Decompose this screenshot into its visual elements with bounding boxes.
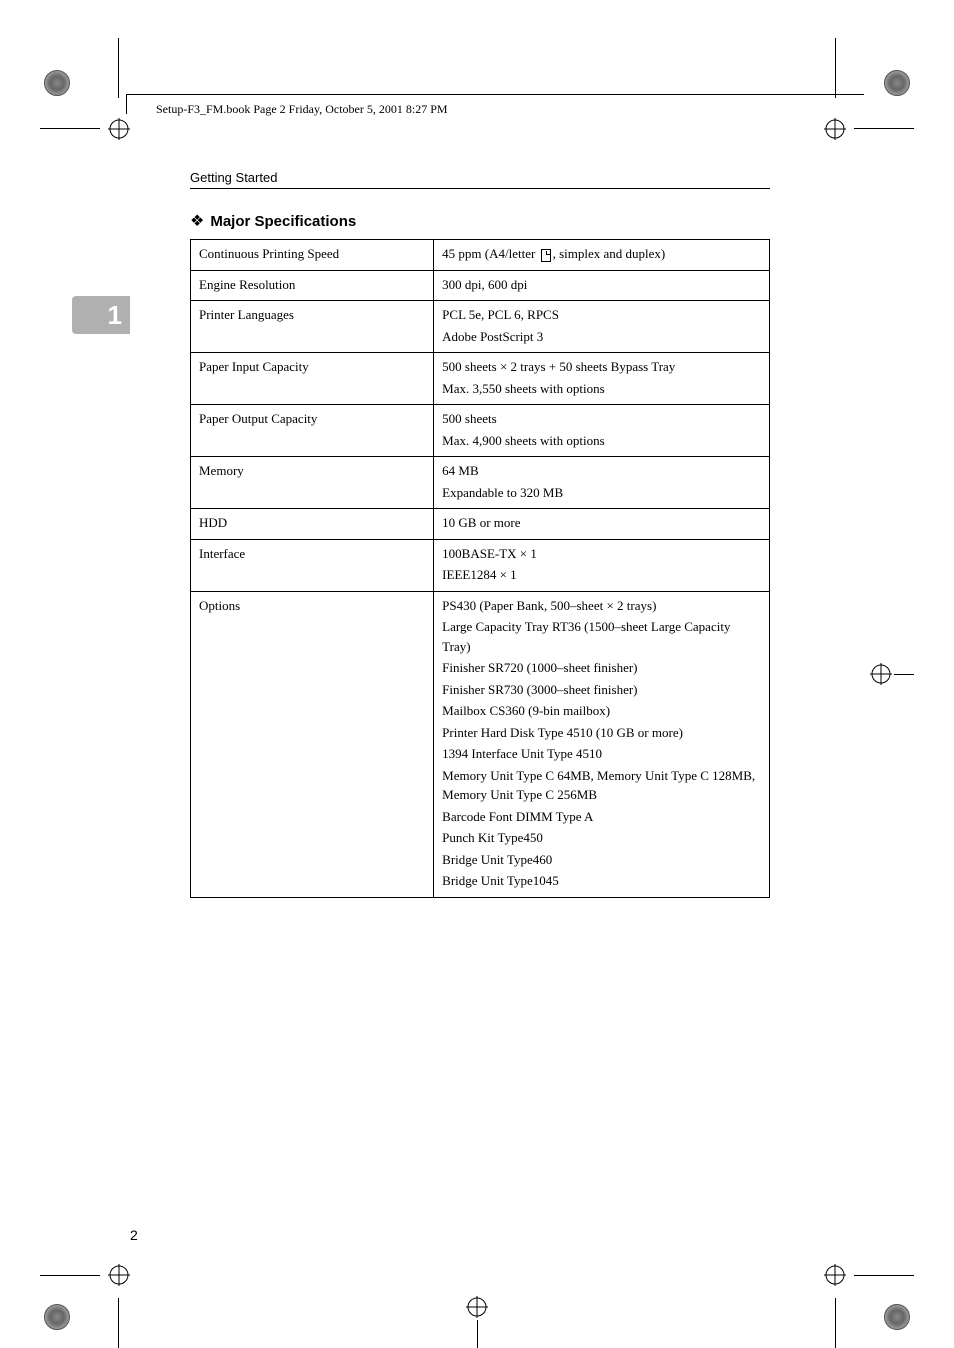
spec-value-line: Mailbox CS360 (9-bin mailbox) (442, 701, 761, 721)
spiral-mark-bl (44, 1304, 70, 1330)
spec-value-line: 300 dpi, 600 dpi (442, 275, 761, 295)
table-row: Continuous Printing Speed 45 ppm (A4/lett… (191, 240, 770, 271)
header-crop-text: Setup-F3_FM.book Page 2 Friday, October … (156, 102, 448, 117)
spec-value-line: PCL 5e, PCL 6, RPCS (442, 305, 761, 325)
crop-mark (118, 1298, 119, 1348)
spec-label: Continuous Printing Speed (191, 240, 434, 271)
crop-mark (894, 674, 914, 675)
reg-mark-bm (466, 1296, 488, 1318)
spec-value: 500 sheets × 2 trays + 50 sheets Bypass … (434, 353, 770, 405)
table-row: OptionsPS430 (Paper Bank, 500–sheet × 2 … (191, 591, 770, 897)
table-row: Memory64 MBExpandable to 320 MB (191, 457, 770, 509)
spec-value-line: PS430 (Paper Bank, 500–sheet × 2 trays) (442, 596, 761, 616)
orientation-icon (541, 249, 551, 262)
crop-mark (477, 1320, 478, 1348)
spiral-mark-tr (884, 70, 910, 96)
content-area: Getting Started ❖ Major Specifications C… (190, 170, 770, 898)
spec-value: 300 dpi, 600 dpi (434, 270, 770, 301)
spec-value-line: 1394 Interface Unit Type 4510 (442, 744, 761, 764)
spec-title: ❖ Major Specifications (190, 211, 770, 231)
spec-label: Options (191, 591, 434, 897)
spec-label: Interface (191, 539, 434, 591)
spec-label: Memory (191, 457, 434, 509)
spec-value-line: Expandable to 320 MB (442, 483, 761, 503)
spec-value-line: Memory Unit Type C 64MB, Memory Unit Typ… (442, 766, 761, 805)
spec-label: Paper Output Capacity (191, 405, 434, 457)
diamond-icon: ❖ (190, 211, 204, 231)
crop-mark (835, 38, 836, 98)
section-header: Getting Started (190, 170, 770, 189)
crop-mark (835, 1298, 836, 1348)
table-row: Paper Output Capacity500 sheetsMax. 4,90… (191, 405, 770, 457)
crop-mark (40, 1275, 100, 1276)
reg-mark-tr (824, 118, 846, 140)
spiral-mark-br (884, 1304, 910, 1330)
spec-value: 100BASE-TX × 1IEEE1284 × 1 (434, 539, 770, 591)
spec-value-line: 100BASE-TX × 1 (442, 544, 761, 564)
spec-value-line: Adobe PostScript 3 (442, 327, 761, 347)
spec-value: 64 MBExpandable to 320 MB (434, 457, 770, 509)
spec-value-line: Barcode Font DIMM Type A (442, 807, 761, 827)
header-line (146, 94, 864, 95)
spec-value: PS430 (Paper Bank, 500–sheet × 2 trays)L… (434, 591, 770, 897)
spec-value: PCL 5e, PCL 6, RPCSAdobe PostScript 3 (434, 301, 770, 353)
reg-mark-tl (108, 118, 130, 140)
spec-title-text: Major Specifications (210, 213, 356, 230)
table-row: HDD 10 GB or more (191, 509, 770, 540)
spec-value-line: 45 ppm (A4/letter , simplex and duplex) (442, 244, 761, 264)
reg-mark-br (824, 1264, 846, 1286)
crop-mark (40, 128, 100, 129)
spec-value-line: Finisher SR730 (3000–sheet finisher) (442, 680, 761, 700)
spec-value-line: 500 sheets (442, 409, 761, 429)
reg-mark-bl (108, 1264, 130, 1286)
crop-mark (854, 1275, 914, 1276)
spec-value-line: 10 GB or more (442, 513, 761, 533)
spec-value: 45 ppm (A4/letter , simplex and duplex) (434, 240, 770, 271)
spec-value-line: Max. 4,900 sheets with options (442, 431, 761, 451)
spec-value: 10 GB or more (434, 509, 770, 540)
spec-label: Engine Resolution (191, 270, 434, 301)
table-row: Printer LanguagesPCL 5e, PCL 6, RPCSAdob… (191, 301, 770, 353)
spec-label: Printer Languages (191, 301, 434, 353)
spec-value-line: Bridge Unit Type460 (442, 850, 761, 870)
chapter-number: 1 (108, 300, 122, 331)
spec-value-line: Large Capacity Tray RT36 (1500–sheet Lar… (442, 617, 761, 656)
spec-label: Paper Input Capacity (191, 353, 434, 405)
table-row: Engine Resolution 300 dpi, 600 dpi (191, 270, 770, 301)
spec-value-line: Finisher SR720 (1000–sheet finisher) (442, 658, 761, 678)
spec-value-line: Punch Kit Type450 (442, 828, 761, 848)
crop-mark (118, 38, 119, 98)
spiral-mark-tl (44, 70, 70, 96)
spec-value: 500 sheetsMax. 4,900 sheets with options (434, 405, 770, 457)
page-number: 2 (130, 1227, 138, 1243)
spec-value-line: 500 sheets × 2 trays + 50 sheets Bypass … (442, 357, 761, 377)
spec-value-line: Printer Hard Disk Type 4510 (10 GB or mo… (442, 723, 761, 743)
spec-table: Continuous Printing Speed 45 ppm (A4/lett… (190, 239, 770, 898)
spec-value-line: Bridge Unit Type1045 (442, 871, 761, 891)
spec-value-line: 64 MB (442, 461, 761, 481)
reg-mark-mr (870, 663, 892, 685)
header-box (126, 94, 146, 114)
table-row: Interface100BASE-TX × 1IEEE1284 × 1 (191, 539, 770, 591)
spec-value-line: IEEE1284 × 1 (442, 565, 761, 585)
spec-label: HDD (191, 509, 434, 540)
crop-mark (854, 128, 914, 129)
table-row: Paper Input Capacity 500 sheets × 2 trays… (191, 353, 770, 405)
spec-value-line: Max. 3,550 sheets with options (442, 379, 761, 399)
chapter-tab: 1 (72, 296, 130, 334)
